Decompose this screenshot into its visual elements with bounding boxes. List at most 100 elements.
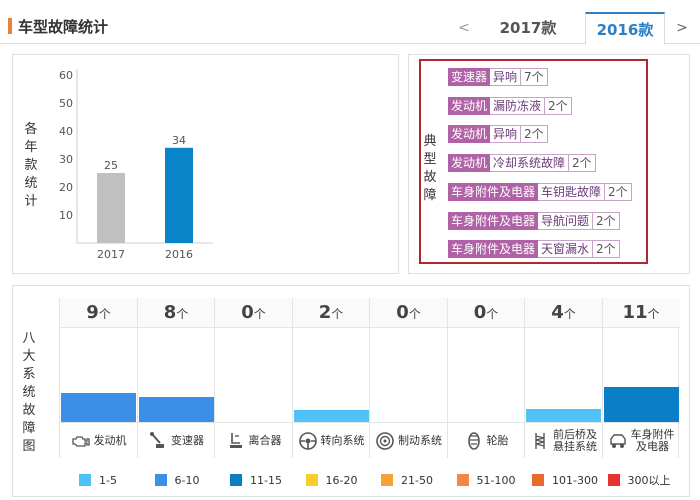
fault-count: 2个 bbox=[593, 240, 620, 259]
label-char: 款 bbox=[24, 158, 38, 173]
label-char: 图 bbox=[22, 439, 36, 454]
eight-systems-panel: 八 大 系 统 故 障 图 9个 发动机 8个 变速器 0个 离合器 2个 转向系统 0个 制动系… bbox=[12, 285, 690, 497]
system-column[interactable]: 0个离合器 bbox=[214, 298, 292, 458]
gear-shift-icon bbox=[148, 431, 168, 451]
legend-swatch bbox=[456, 474, 469, 486]
system-column[interactable]: 0个 制动系统 bbox=[369, 298, 447, 458]
system-name-line: 轮胎 bbox=[486, 433, 509, 447]
system-count: 0 bbox=[473, 302, 487, 323]
system-column[interactable]: 2个 转向系统 bbox=[291, 298, 370, 458]
system-count-cell: 0个 bbox=[215, 298, 292, 328]
fault-row[interactable]: 发动机 异响 2个 bbox=[448, 124, 548, 144]
system-count-unit: 个 bbox=[176, 307, 189, 321]
fault-row[interactable]: 车身附件及电器 导航问题 2个 bbox=[448, 211, 620, 231]
legend-label: 101-300 bbox=[552, 473, 598, 487]
system-name-line: 转向系统 bbox=[320, 433, 365, 447]
system-column[interactable]: 9个 发动机 bbox=[59, 298, 137, 458]
system-count-unit: 个 bbox=[647, 307, 660, 321]
bar-value-label: 34 bbox=[172, 134, 186, 147]
systems-grid: 9个 发动机 8个 变速器 0个 离合器 2个 转向系统 0个 制动系统 0个 轮胎 4个 前后桥及 悬挂系… bbox=[59, 298, 680, 458]
label-char: 型 bbox=[423, 152, 437, 167]
clutch-icon bbox=[226, 431, 246, 451]
system-count: 8 bbox=[163, 302, 177, 323]
label-char: 八 bbox=[22, 331, 36, 346]
label-char: 典 bbox=[423, 134, 437, 149]
system-column[interactable]: 11个 车身附件 及电器 bbox=[601, 298, 680, 458]
system-label-cell: 制动系统 bbox=[370, 422, 447, 458]
typical-faults-panel: 典 型 故 障 变速器 异响 7个 发动机 漏防冻液 2个 发动机 异响 2个 发动机 冷却系统故障… bbox=[408, 54, 690, 274]
bar-2017[interactable] bbox=[97, 173, 125, 243]
label-char: 系 bbox=[22, 367, 36, 382]
legend: 1-5 6-10 11-15 16-20 21-50 51-100 101-300 300以上 bbox=[79, 473, 689, 489]
label-char: 各 bbox=[24, 122, 38, 137]
system-name: 制动系统 bbox=[398, 434, 442, 447]
system-label-cell: 离合器 bbox=[215, 422, 292, 458]
y-tick-label: 40 bbox=[59, 125, 73, 138]
fault-name: 漏防冻液 bbox=[490, 96, 546, 115]
legend-swatch bbox=[305, 474, 318, 486]
label-char: 统 bbox=[24, 176, 38, 191]
system-name: 离合器 bbox=[249, 434, 282, 447]
x-tick-label: 2016 bbox=[165, 248, 193, 261]
fault-row[interactable]: 车身附件及电器 车钥匙故障 2个 bbox=[448, 182, 632, 202]
label-char: 障 bbox=[22, 421, 36, 436]
legend-label: 300以上 bbox=[627, 474, 671, 487]
fault-row[interactable]: 发动机 冷却系统故障 2个 bbox=[448, 153, 596, 173]
fault-row[interactable]: 车身附件及电器 天窗漏水 2个 bbox=[448, 239, 620, 259]
system-bar bbox=[526, 409, 601, 422]
tab-2017[interactable]: 2017款 bbox=[499, 19, 557, 37]
tire-icon bbox=[464, 431, 484, 451]
system-column[interactable]: 4个前后桥及 悬挂系统 bbox=[524, 298, 602, 458]
system-count: 2 bbox=[318, 302, 332, 323]
legend-swatch bbox=[230, 474, 242, 486]
system-column[interactable]: 0个 轮胎 bbox=[446, 298, 525, 458]
system-name: 车身附件 及电器 bbox=[631, 428, 675, 453]
legend-item: 6-10 bbox=[154, 473, 200, 487]
system-label-cell: 前后桥及 悬挂系统 bbox=[525, 422, 602, 458]
tab-2016[interactable]: 2016款 bbox=[585, 12, 665, 45]
legend-item: 16-20 bbox=[305, 473, 358, 487]
engine-icon bbox=[71, 431, 91, 451]
y-tick-label: 10 bbox=[59, 209, 73, 222]
fault-name: 异响 bbox=[490, 125, 522, 144]
legend-item: 1-5 bbox=[79, 473, 117, 487]
legend-item: 300以上 bbox=[607, 473, 671, 487]
label-char: 障 bbox=[423, 188, 437, 203]
legend-label: 6-10 bbox=[174, 473, 200, 487]
fault-category: 发动机 bbox=[448, 125, 491, 144]
typical-faults-label: 典 型 故 障 bbox=[422, 133, 438, 205]
legend-label: 16-20 bbox=[325, 473, 358, 487]
legend-swatch bbox=[607, 474, 620, 486]
y-tick-label: 60 bbox=[59, 69, 73, 82]
bar-value-label: 25 bbox=[104, 159, 118, 172]
car-body-icon bbox=[608, 431, 628, 451]
legend-label: 11-15 bbox=[250, 473, 282, 487]
prev-arrow-button[interactable]: < bbox=[458, 20, 470, 36]
system-count-unit: 个 bbox=[253, 307, 266, 321]
fault-name: 冷却系统故障 bbox=[490, 154, 570, 173]
fault-row[interactable]: 发动机 漏防冻液 2个 bbox=[448, 96, 572, 116]
y-tick-label: 50 bbox=[59, 97, 73, 110]
system-count: 0 bbox=[396, 302, 409, 323]
system-count: 9 bbox=[86, 302, 99, 323]
fault-category: 变速器 bbox=[448, 68, 491, 86]
bar-2016[interactable] bbox=[165, 147, 193, 243]
legend-item: 21-50 bbox=[381, 473, 433, 487]
system-count-cell: 4个 bbox=[525, 298, 602, 328]
fault-row[interactable]: 变速器 异响 7个 bbox=[448, 67, 548, 87]
fault-category: 发动机 bbox=[448, 154, 491, 173]
system-column[interactable]: 8个 变速器 bbox=[136, 298, 215, 458]
fault-category: 发动机 bbox=[448, 96, 491, 115]
fault-name: 导航问题 bbox=[538, 211, 594, 230]
system-label-cell: 轮胎 bbox=[447, 422, 525, 458]
label-char: 故 bbox=[22, 403, 36, 418]
legend-swatch bbox=[532, 474, 544, 486]
fault-category: 车身附件及电器 bbox=[448, 182, 539, 201]
suspension-icon bbox=[530, 431, 550, 451]
y-tick-label: 30 bbox=[59, 153, 73, 166]
steering-wheel-icon bbox=[298, 431, 318, 451]
label-char: 统 bbox=[22, 385, 36, 400]
y-tick-label: 20 bbox=[59, 181, 73, 194]
system-name: 转向系统 bbox=[320, 433, 365, 447]
next-arrow-button[interactable]: > bbox=[676, 20, 688, 36]
